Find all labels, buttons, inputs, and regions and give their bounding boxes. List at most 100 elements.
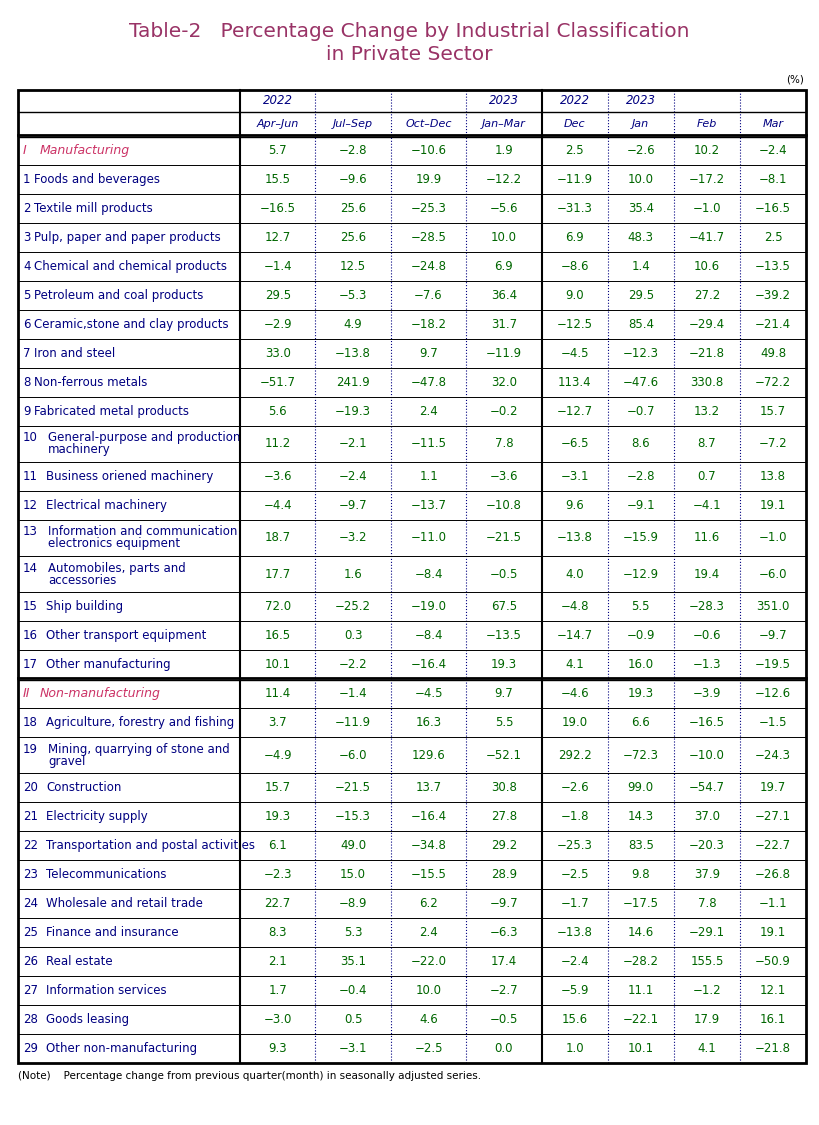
Text: 330.8: 330.8: [690, 376, 723, 389]
Text: Real estate: Real estate: [46, 955, 113, 969]
Text: −6.3: −6.3: [490, 926, 518, 939]
Text: 31.7: 31.7: [491, 317, 517, 331]
Text: −11.0: −11.0: [410, 531, 446, 544]
Text: 25.6: 25.6: [340, 231, 366, 244]
Text: −11.5: −11.5: [410, 438, 446, 450]
Text: 1.6: 1.6: [344, 568, 363, 580]
Text: −14.7: −14.7: [557, 629, 593, 642]
Text: −16.4: −16.4: [410, 658, 446, 672]
Text: Other transport equipment: Other transport equipment: [46, 629, 206, 642]
Text: 16.0: 16.0: [627, 658, 654, 672]
Text: −29.1: −29.1: [689, 926, 725, 939]
Text: −27.1: −27.1: [755, 810, 791, 824]
Text: −3.9: −3.9: [693, 687, 721, 700]
Text: 2: 2: [23, 201, 30, 215]
Text: −19.3: −19.3: [335, 405, 371, 417]
Text: −12.6: −12.6: [755, 687, 791, 700]
Text: Jan: Jan: [632, 119, 649, 129]
Text: 49.0: 49.0: [340, 839, 366, 853]
Text: 35.1: 35.1: [340, 955, 366, 969]
Text: 12.7: 12.7: [265, 231, 291, 244]
Text: −9.7: −9.7: [339, 498, 368, 512]
Text: 3.7: 3.7: [269, 717, 287, 729]
Text: II: II: [23, 687, 30, 700]
Text: −34.8: −34.8: [410, 839, 446, 853]
Text: 11.4: 11.4: [265, 687, 291, 700]
Text: 9.3: 9.3: [269, 1042, 287, 1055]
Text: 15.5: 15.5: [265, 173, 291, 186]
Text: −47.6: −47.6: [622, 376, 658, 389]
Text: 3: 3: [23, 231, 30, 244]
Text: −2.6: −2.6: [560, 781, 589, 794]
Text: 30.8: 30.8: [491, 781, 517, 794]
Text: 10.2: 10.2: [694, 144, 720, 158]
Text: Goods leasing: Goods leasing: [46, 1012, 129, 1026]
Text: 48.3: 48.3: [628, 231, 654, 244]
Text: 5: 5: [23, 289, 30, 302]
Text: 15.7: 15.7: [265, 781, 291, 794]
Text: −2.4: −2.4: [339, 470, 368, 483]
Text: −39.2: −39.2: [755, 289, 791, 302]
Text: −28.3: −28.3: [689, 601, 725, 613]
Text: 1.7: 1.7: [269, 984, 287, 997]
Text: 10.6: 10.6: [694, 260, 720, 273]
Text: −2.8: −2.8: [339, 144, 368, 158]
Text: I: I: [23, 144, 27, 158]
Text: −8.1: −8.1: [758, 173, 787, 186]
Text: −13.5: −13.5: [755, 260, 791, 273]
Text: −4.4: −4.4: [264, 498, 292, 512]
Bar: [18, 90, 806, 1063]
Text: −1.5: −1.5: [758, 717, 787, 729]
Text: −50.9: −50.9: [755, 955, 791, 969]
Text: −13.7: −13.7: [410, 498, 446, 512]
Text: −15.5: −15.5: [410, 868, 446, 881]
Text: 29.5: 29.5: [265, 289, 291, 302]
Text: −0.2: −0.2: [490, 405, 518, 417]
Text: 13: 13: [23, 525, 38, 539]
Text: −2.9: −2.9: [264, 317, 292, 331]
Text: 19.3: 19.3: [627, 687, 654, 700]
Text: Ceramic,stone and clay products: Ceramic,stone and clay products: [34, 317, 229, 331]
Text: Feb: Feb: [697, 119, 717, 129]
Text: 15.0: 15.0: [340, 868, 366, 881]
Text: 4: 4: [23, 260, 30, 273]
Text: 19.9: 19.9: [415, 173, 441, 186]
Text: 5.7: 5.7: [269, 144, 287, 158]
Text: 1.9: 1.9: [495, 144, 514, 158]
Text: −13.8: −13.8: [335, 346, 371, 360]
Text: 8.7: 8.7: [698, 438, 716, 450]
Text: 10.1: 10.1: [627, 1042, 654, 1055]
Text: 2022: 2022: [559, 94, 590, 108]
Text: 2.5: 2.5: [763, 231, 782, 244]
Text: 4.6: 4.6: [419, 1012, 438, 1026]
Text: −1.2: −1.2: [693, 984, 722, 997]
Text: 37.0: 37.0: [694, 810, 720, 824]
Text: 241.9: 241.9: [337, 376, 370, 389]
Text: −21.5: −21.5: [486, 531, 522, 544]
Text: −1.0: −1.0: [693, 201, 721, 215]
Text: 22: 22: [23, 839, 38, 853]
Text: 20: 20: [23, 781, 38, 794]
Text: 15.6: 15.6: [562, 1012, 588, 1026]
Text: −11.9: −11.9: [486, 346, 522, 360]
Text: −19.5: −19.5: [755, 658, 791, 672]
Text: −20.3: −20.3: [689, 839, 725, 853]
Text: Foods and beverages: Foods and beverages: [34, 173, 160, 186]
Text: Other non-manufacturing: Other non-manufacturing: [46, 1042, 197, 1055]
Text: −8.4: −8.4: [414, 568, 443, 580]
Text: 19: 19: [23, 742, 38, 756]
Text: −10.8: −10.8: [486, 498, 522, 512]
Text: Dec: Dec: [564, 119, 586, 129]
Text: −9.1: −9.1: [627, 498, 655, 512]
Text: −21.4: −21.4: [755, 317, 791, 331]
Text: 6.2: 6.2: [419, 897, 438, 910]
Text: 6.1: 6.1: [269, 839, 287, 853]
Text: 12: 12: [23, 498, 38, 512]
Text: −15.9: −15.9: [622, 531, 658, 544]
Text: 11.2: 11.2: [265, 438, 291, 450]
Text: 6.6: 6.6: [631, 717, 650, 729]
Text: 17: 17: [23, 658, 38, 672]
Text: 29.2: 29.2: [491, 839, 517, 853]
Text: −4.8: −4.8: [560, 601, 589, 613]
Text: 4.1: 4.1: [565, 658, 584, 672]
